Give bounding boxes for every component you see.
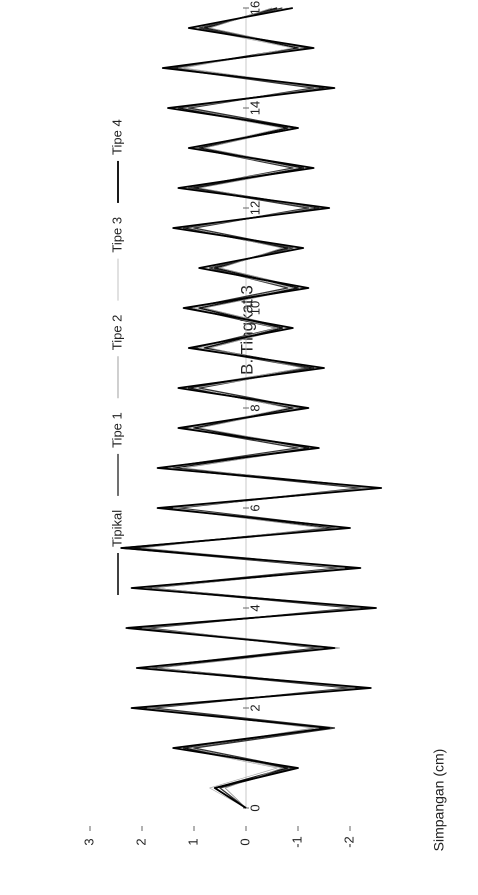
x-tick-label: 8 — [247, 404, 262, 411]
series-line — [120, 7, 362, 809]
legend-label: Tipe 4 — [109, 119, 124, 155]
x-tick-label: 16 — [247, 1, 262, 15]
x-tick-label: 0 — [247, 804, 262, 811]
legend-label: Tipe 2 — [109, 315, 124, 351]
y-tick-label: 2 — [133, 838, 148, 845]
y-axis-label: Simpangan (cm) — [431, 749, 447, 852]
legend-label: Tipe 1 — [109, 412, 124, 448]
x-tick-label: 6 — [247, 504, 262, 511]
y-tick-label: 1 — [185, 838, 200, 845]
x-tick-label: 12 — [247, 201, 262, 215]
legend-label: Tipikal — [109, 510, 124, 547]
y-tick-label: -2 — [341, 836, 356, 848]
series-line — [120, 7, 383, 809]
chart-title: B. Tingkat 3 — [237, 285, 256, 375]
y-tick-label: 3 — [81, 838, 96, 845]
y-tick-label: -1 — [289, 836, 304, 848]
legend-label: Tipe 3 — [109, 217, 124, 253]
x-tick-label: 2 — [247, 704, 262, 711]
x-tick-label: 14 — [247, 101, 262, 115]
x-tick-label: 10 — [247, 301, 262, 315]
y-tick-label: 0 — [237, 838, 252, 845]
x-tick-label: 4 — [247, 604, 262, 611]
